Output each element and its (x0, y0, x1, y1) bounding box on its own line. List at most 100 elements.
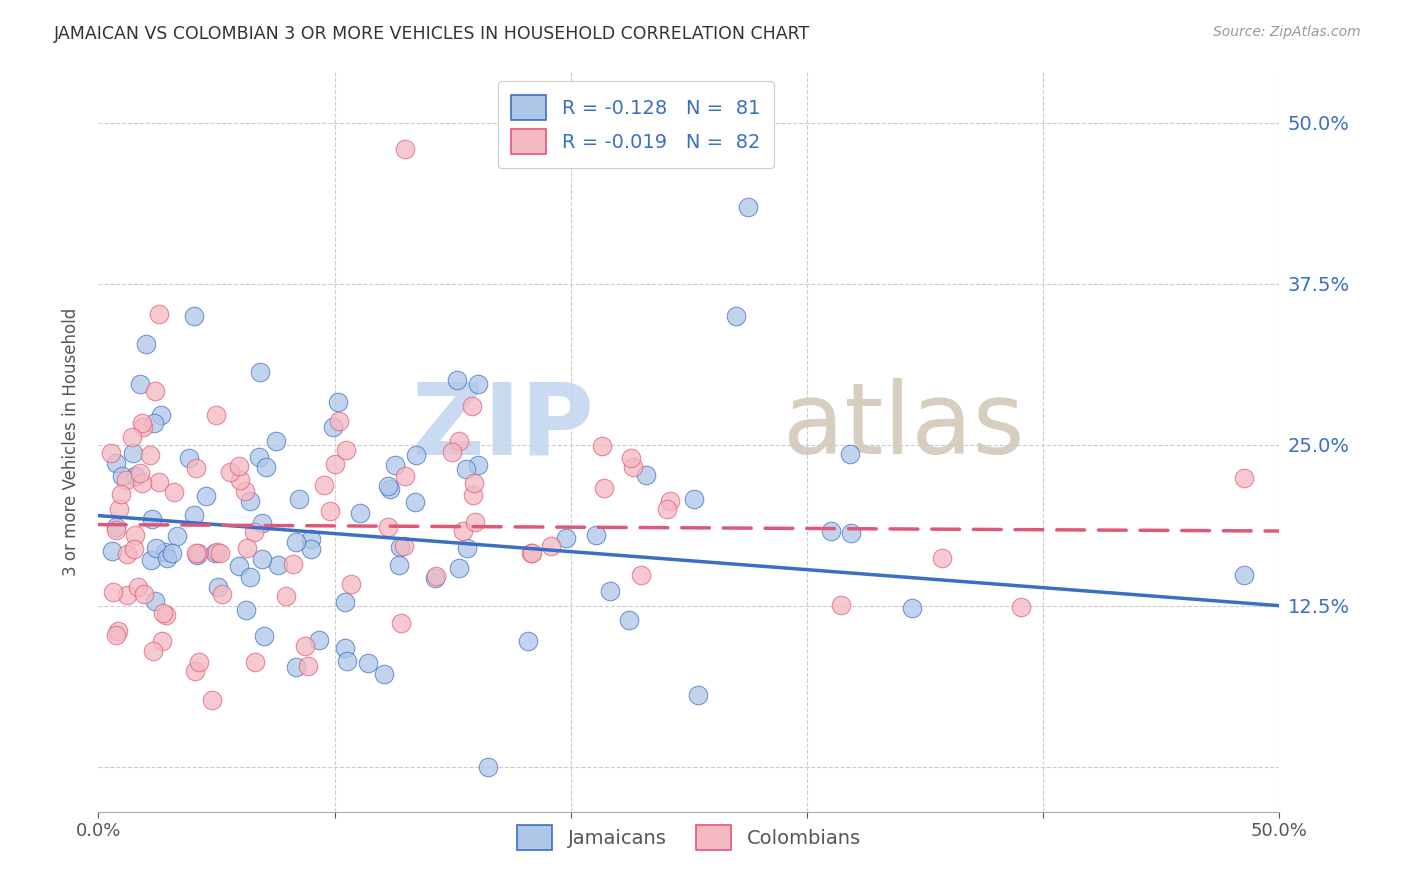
Point (446, 373, 468, 387)
Point (107, 624, 129, 639)
Point (243, 655, 266, 669)
Point (820, 524, 842, 538)
Point (236, 541, 259, 555)
Point (461, 399, 484, 413)
Point (1010, 600, 1032, 615)
Point (121, 446, 143, 460)
Legend: Jamaicans, Colombians: Jamaicans, Colombians (509, 817, 869, 857)
Point (195, 489, 218, 503)
Point (294, 639, 316, 653)
Point (617, 613, 640, 627)
Point (115, 547, 138, 561)
Point (281, 557, 304, 571)
Point (299, 533, 322, 547)
Point (373, 667, 395, 681)
Point (187, 655, 209, 669)
Point (299, 541, 322, 556)
Point (659, 494, 682, 508)
Point (104, 520, 127, 534)
Y-axis label: 3 or more Vehicles in Household: 3 or more Vehicles in Household (62, 308, 80, 575)
Point (830, 598, 852, 612)
Point (308, 633, 330, 648)
Point (405, 448, 427, 462)
Point (148, 475, 170, 490)
Point (211, 587, 233, 601)
Point (132, 420, 155, 434)
Point (456, 462, 478, 476)
Point (115, 588, 138, 602)
Point (425, 569, 447, 583)
Point (103, 584, 125, 599)
Point (107, 502, 129, 516)
Point (135, 336, 157, 351)
Point (297, 658, 319, 673)
Point (101, 543, 124, 558)
Point (336, 654, 359, 668)
Point (267, 558, 290, 572)
Point (380, 483, 402, 497)
Point (464, 515, 486, 529)
Point (148, 306, 170, 320)
Point (285, 535, 308, 549)
Text: JAMAICAN VS COLOMBIAN 3 OR MORE VEHICLES IN HOUSEHOLD CORRELATION CHART: JAMAICAN VS COLOMBIAN 3 OR MORE VEHICLES… (53, 25, 810, 43)
Point (440, 445, 463, 459)
Point (1233, 568, 1256, 582)
Point (394, 469, 416, 483)
Point (184, 664, 207, 678)
Point (404, 495, 426, 509)
Point (636, 468, 658, 483)
Point (207, 581, 229, 595)
Point (328, 413, 350, 427)
Point (592, 481, 614, 495)
Point (520, 546, 543, 560)
Point (166, 529, 188, 543)
Point (585, 528, 607, 542)
Point (288, 491, 311, 506)
Point (183, 309, 205, 323)
Point (333, 641, 356, 656)
Point (688, 688, 710, 702)
Point (143, 593, 166, 607)
Point (124, 469, 146, 483)
Point (394, 142, 416, 156)
Point (142, 644, 165, 658)
Point (467, 458, 489, 473)
Point (451, 524, 474, 539)
Point (447, 561, 470, 575)
Point (139, 553, 162, 567)
Point (100, 445, 122, 459)
Point (322, 419, 344, 434)
Point (149, 409, 172, 423)
Point (201, 693, 224, 707)
Point (163, 484, 186, 499)
Point (121, 430, 143, 444)
Point (228, 459, 250, 474)
Point (131, 417, 153, 431)
Point (384, 458, 406, 472)
Point (155, 608, 177, 623)
Point (901, 601, 924, 615)
Point (105, 523, 128, 537)
Text: Source: ZipAtlas.com: Source: ZipAtlas.com (1213, 25, 1361, 39)
Point (129, 376, 152, 391)
Point (235, 603, 257, 617)
Point (319, 504, 342, 518)
Point (139, 448, 162, 462)
Point (145, 541, 167, 555)
Point (243, 524, 266, 539)
Point (153, 545, 176, 559)
Point (152, 606, 174, 620)
Point (253, 628, 276, 642)
Point (132, 587, 155, 601)
Point (477, 759, 499, 773)
Point (186, 460, 208, 475)
Point (228, 558, 250, 573)
Point (122, 541, 145, 556)
Point (124, 528, 146, 542)
Point (150, 633, 173, 648)
Point (285, 660, 308, 674)
Point (110, 487, 132, 501)
Text: ZIP: ZIP (412, 378, 595, 475)
Point (218, 465, 240, 479)
Point (247, 450, 270, 464)
